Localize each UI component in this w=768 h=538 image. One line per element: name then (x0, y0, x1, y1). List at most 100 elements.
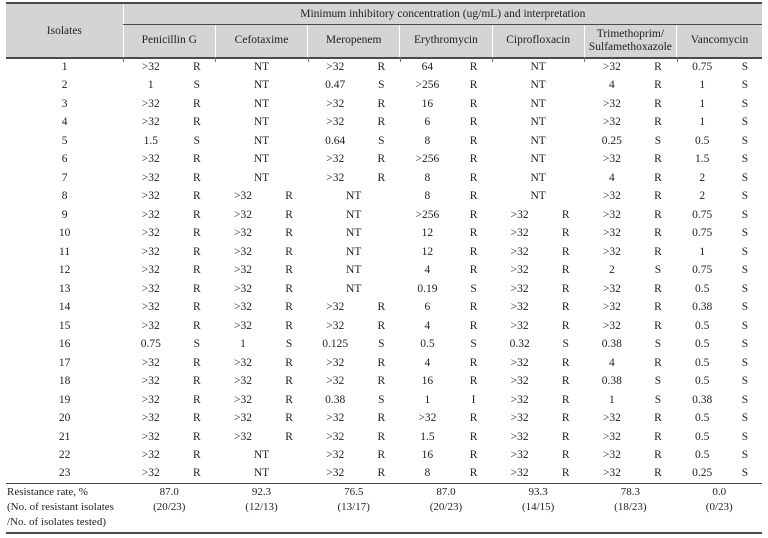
interpretation-cell: R (193, 264, 201, 276)
mic-value-cell: 1.5 (143, 134, 158, 147)
mic-value-cell: 1.5 (695, 153, 710, 165)
mic-value-cell: >32 (233, 190, 252, 202)
interpretation-cell: S (741, 319, 749, 332)
mic-value-cell: 0.5 (420, 338, 435, 350)
table-row: 19 >32 R >32 R 0.38 S 1 I >32 R 1 S 0.38 S (6, 391, 762, 410)
isolate-cell: 14 (58, 301, 71, 313)
column-header-cefotaxime: Cefotaxime (214, 24, 308, 59)
interpretation-cell: R (561, 356, 570, 369)
interpretation-cell: R (469, 116, 478, 128)
nt-cell: NT (253, 116, 270, 128)
mic-value-cell: >32 (141, 208, 160, 221)
mic-value-cell: >32 (233, 208, 252, 221)
interpretation-cell: R (561, 282, 570, 295)
mic-value-cell: 16 (421, 375, 434, 387)
rate-percent: 87.0 (436, 486, 456, 498)
mic-interpretation-table: Isolates Minimum inhibitory concentratio… (6, 2, 762, 534)
mic-value-cell: >32 (602, 430, 621, 443)
mic-value-cell: >32 (141, 153, 160, 165)
resistance-rate-label: Resistance rate, % (No. of resistant iso… (6, 483, 124, 533)
mic-value-cell: >32 (233, 319, 252, 332)
rate-fraction: (20/23) (429, 501, 463, 513)
mic-value-cell: >32 (510, 356, 529, 369)
interpretation-cell: R (377, 301, 386, 313)
mic-value-cell: >32 (602, 449, 621, 461)
mic-value-cell: >32 (602, 467, 621, 480)
table-row: 20 >32 R >32 R >32 R >32 R >32 R >32 R 0.5 S (6, 410, 762, 429)
mic-value-cell: 8 (424, 190, 431, 202)
mic-value-cell: >32 (602, 61, 621, 73)
interpretation-cell: R (193, 301, 201, 313)
mic-value-cell: >32 (326, 449, 345, 461)
table-row: 12 >32 R >32 R NT 4 R >32 R 2 S 0.75 S (6, 262, 762, 281)
isolate-cell: 2 (61, 79, 68, 91)
interpretation-cell: S (378, 79, 385, 91)
isolate-cell: 7 (61, 171, 68, 184)
interpretation-cell: S (193, 79, 201, 91)
interpretation-cell: R (469, 97, 478, 110)
mic-value-cell: 0.5 (695, 319, 710, 332)
mic-value-cell: 4 (424, 356, 431, 369)
mic-value-cell: 0.25 (601, 134, 622, 147)
mic-value-cell: >32 (141, 449, 160, 461)
interpretation-cell: R (469, 61, 478, 73)
isolate-cell: 1 (61, 61, 68, 73)
mic-value-cell: 0.5 (695, 412, 710, 424)
isolate-cell: 6 (61, 153, 68, 165)
rate-percent: 92.3 (251, 486, 272, 498)
interpretation-cell: R (377, 356, 386, 369)
interpretation-cell: R (654, 116, 662, 128)
mic-value-cell: 2 (699, 171, 706, 184)
isolate-cell: 11 (59, 245, 71, 258)
interpretation-cell: R (285, 375, 293, 387)
interpretation-cell: R (377, 449, 386, 461)
interpretation-cell: R (377, 97, 386, 110)
interpretation-cell: R (469, 190, 478, 202)
mic-value-cell: 0.5 (695, 449, 710, 461)
nt-cell: NT (530, 97, 546, 110)
mic-value-cell: >32 (233, 282, 252, 295)
interpretation-cell: R (193, 153, 201, 165)
interpretation-cell: R (654, 412, 662, 424)
resistance-rate-meropenem: 76.5 (13/17) (307, 483, 400, 533)
interpretation-cell: R (285, 190, 293, 202)
interpretation-cell: R (377, 412, 386, 424)
rate-fraction: (13/17) (337, 501, 370, 513)
interpretation-cell: R (193, 227, 201, 239)
table-body: 1 >32 R NT >32 R 64 R NT >32 R 0.75 S 2 1 S NT 0.47 S >256 R… (6, 58, 762, 484)
interpretation-cell: R (654, 171, 662, 184)
interpretation-cell: R (469, 227, 478, 239)
interpretation-cell: R (469, 208, 478, 221)
interpretation-cell: R (193, 282, 201, 295)
table-row: 23 >32 R NT >32 R 8 R >32 R >32 R 0.25 S (6, 465, 762, 484)
interpretation-cell: S (193, 338, 201, 350)
nt-cell: NT (253, 61, 270, 73)
mic-value-cell: >32 (326, 301, 345, 313)
column-tick (123, 57, 125, 62)
mic-value-cell: 0.38 (325, 393, 346, 406)
mic-value-cell: >32 (233, 393, 252, 406)
table-footer: Resistance rate, % (No. of resistant iso… (6, 483, 762, 533)
mic-value-cell: >32 (233, 245, 252, 258)
nt-cell: NT (530, 171, 546, 184)
mic-value-cell: >32 (602, 153, 621, 165)
interpretation-cell: S (285, 338, 293, 350)
interpretation-cell: R (285, 430, 293, 443)
table-header: Isolates Minimum inhibitory concentratio… (6, 3, 762, 59)
table-row: 8 >32 R >32 R NT 8 R NT >32 R 2 S (6, 188, 762, 207)
nt-cell: NT (530, 190, 546, 202)
isolate-cell: 10 (58, 227, 71, 239)
rate-percent: 87.0 (159, 486, 179, 498)
mic-value-cell: >32 (233, 356, 252, 369)
interpretation-cell: R (469, 449, 478, 461)
rate-percent: 0.0 (712, 486, 727, 498)
mic-value-cell: 0.32 (509, 338, 530, 350)
interpretation-cell: R (654, 61, 662, 73)
mic-value-cell: >32 (233, 264, 252, 276)
interpretation-cell: R (285, 245, 293, 258)
mic-value-cell: 1 (608, 393, 615, 406)
mic-value-cell: >32 (326, 97, 345, 110)
interpretation-cell: S (654, 393, 662, 406)
mic-value-cell: >32 (602, 412, 621, 424)
mic-value-cell: >32 (141, 319, 160, 332)
